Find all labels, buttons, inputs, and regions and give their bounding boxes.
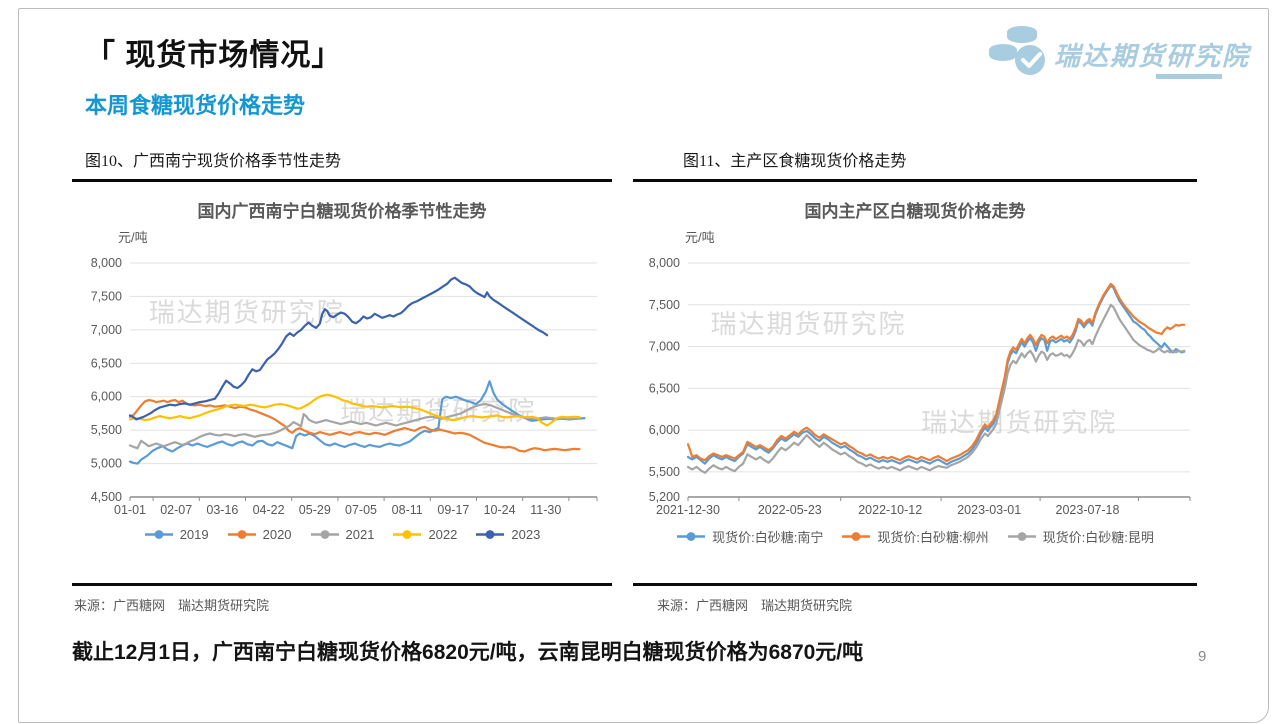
svg-text:7,000: 7,000 [91,323,122,337]
y-axis-unit: 元/吨 [685,230,715,245]
svg-text:7,000: 7,000 [649,340,680,354]
source-divider [72,583,612,586]
svg-text:10-24: 10-24 [484,503,516,517]
company-logo: 瑞达期货研究院 [988,24,1248,86]
summary-text: 截止12月1日，广西南宁白糖现货价格6820元/吨，云南昆明白糖现货价格为687… [72,641,864,664]
legend-item: 现货价:白砂糖:昆明 [1007,527,1154,546]
svg-text:6,000: 6,000 [91,390,122,404]
logo-underline [1156,74,1222,79]
caption-divider [72,179,612,182]
chart-legend: 2019 2020 2021 2022 2023 [72,527,612,542]
svg-text:8,000: 8,000 [91,256,122,270]
source-note: 来源：广西糖网 瑞达期货研究院 [657,598,853,613]
legend-label: 现货价:白砂糖:柳州 [877,530,989,545]
figure-panel-left: 图10、广西南宁现货价格季节性走势 国内广西南宁白糖现货价格季节性走势 元/吨 … [72,147,612,627]
svg-text:7,500: 7,500 [91,289,122,303]
svg-text:4,500: 4,500 [91,490,122,504]
svg-text:07-05: 07-05 [345,503,377,517]
svg-text:03-16: 03-16 [206,503,238,517]
legend-item: 2023 [475,527,540,542]
svg-text:瑞达期货研究院: 瑞达期货研究院 [921,408,1117,438]
legend-item: 现货价:白砂糖:柳州 [841,527,989,546]
svg-text:5,500: 5,500 [649,465,680,479]
figure-panel-right: 图11、主产区食糖现货价格走势 国内主产区白糖现货价格走势 元/吨 5,200 5… [633,147,1197,627]
legend-marker-icon [1007,532,1036,541]
svg-text:05-29: 05-29 [299,503,331,517]
source-divider [633,583,1197,586]
svg-text:瑞达期货研究院: 瑞达期货研究院 [149,298,345,328]
svg-text:09-17: 09-17 [437,503,469,517]
legend-marker-icon [393,530,422,539]
page-subtitle: 本周食糖现货价格走势 [85,93,306,118]
svg-text:6,500: 6,500 [91,356,122,370]
chart-legend: 现货价:白砂糖:南宁 现货价:白砂糖:柳州 现货价:白砂糖:昆明 [633,527,1197,546]
y-axis-unit: 元/吨 [118,230,148,245]
seasonal-price-chart: 4,500 5,000 5,500 6,000 6,500 7,000 7,500 8,000… [91,256,598,517]
svg-text:2022-10-12: 2022-10-12 [858,503,922,517]
svg-text:8,000: 8,000 [649,256,680,270]
source-note: 来源：广西糖网 瑞达期货研究院 [74,598,270,613]
legend-marker-icon [476,530,505,539]
legend-item: 2020 [227,527,292,542]
page-number: 9 [1198,648,1207,665]
svg-text:5,200: 5,200 [649,490,680,504]
svg-text:2023-03-01: 2023-03-01 [957,503,1021,517]
chart-title: 国内主产区白糖现货价格走势 [804,202,1026,221]
figure-caption: 图11、主产区食糖现货价格走势 [683,153,907,170]
legend-label: 2020 [262,527,292,542]
legend-item: 现货价:白砂糖:南宁 [676,527,823,546]
svg-text:瑞达期货研究院: 瑞达期货研究院 [710,309,906,339]
legend-label: 2022 [428,527,458,542]
legend-marker-icon [677,532,706,541]
legend-item: 2021 [310,527,375,542]
legend-item: 2022 [392,527,457,542]
svg-text:08-11: 08-11 [392,503,423,517]
svg-text:2021-12-30: 2021-12-30 [656,503,720,517]
svg-text:2023-07-18: 2023-07-18 [1056,503,1120,517]
coins-logo-icon [989,26,1045,75]
legend-label: 2021 [345,527,375,542]
legend-label: 现货价:白砂糖:南宁 [712,530,824,545]
svg-text:04-22: 04-22 [253,503,285,517]
svg-text:11-30: 11-30 [530,503,561,517]
svg-text:5,500: 5,500 [91,423,122,437]
legend-item: 2019 [144,527,209,542]
svg-text:01-01: 01-01 [114,503,146,517]
legend-marker-icon [227,530,256,539]
region-price-chart: 5,200 5,500 6,000 6,500 7,000 7,500 8,000 2021-… [649,256,1191,517]
legend-label: 现货价:白砂糖:昆明 [1042,530,1154,545]
svg-text:6,000: 6,000 [649,423,680,437]
figure-caption: 图10、广西南宁现货价格季节性走势 [85,153,342,170]
legend-marker-icon [144,530,173,539]
legend-label: 2019 [179,527,209,542]
svg-text:7,500: 7,500 [649,298,680,312]
legend-label: 2023 [511,527,541,542]
legend-marker-icon [842,532,871,541]
caption-divider [633,179,1197,182]
legend-marker-icon [310,530,339,539]
chart-title: 国内广西南宁白糖现货价格季节性走势 [197,202,487,221]
svg-text:5,000: 5,000 [91,457,122,471]
svg-text:02-07: 02-07 [160,503,192,517]
page-title: 「 现货市场情况」 [85,39,343,72]
svg-text:2022-05-23: 2022-05-23 [758,503,822,517]
logo-text: 瑞达期货研究院 [1054,41,1251,71]
svg-text:6,500: 6,500 [649,381,680,395]
